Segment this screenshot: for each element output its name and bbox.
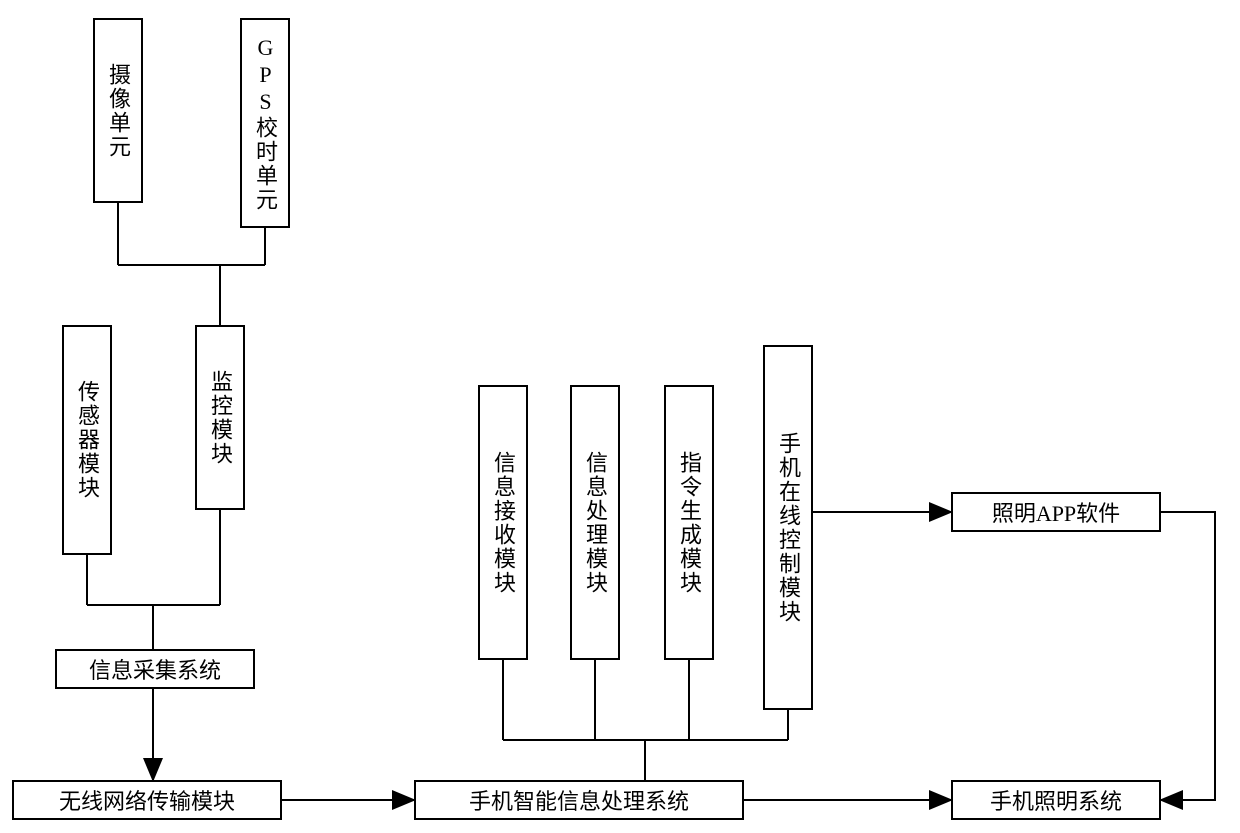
node-phone-light-sys: 手机照明系统 <box>951 780 1161 820</box>
label: GPS校时单元 <box>249 35 281 212</box>
node-monitor-module: 监控模块 <box>195 325 245 510</box>
node-app-software: 照明APP软件 <box>951 492 1161 532</box>
node-phone-info-sys: 手机智能信息处理系统 <box>414 780 744 820</box>
label: 照明APP软件 <box>992 496 1120 528</box>
label: 手机在线控制模块 <box>772 432 804 624</box>
connectors-svg <box>0 0 1240 833</box>
label: 信息处理模块 <box>579 451 611 595</box>
label: 指令生成模块 <box>673 451 705 595</box>
label: 传感器模块 <box>71 380 103 500</box>
node-sensor-module: 传感器模块 <box>62 325 112 555</box>
label: 无线网络传输模块 <box>59 784 235 816</box>
node-info-collect: 信息采集系统 <box>55 649 255 689</box>
label: 信息采集系统 <box>89 653 221 685</box>
node-info-process: 信息处理模块 <box>570 385 620 660</box>
node-wireless-module: 无线网络传输模块 <box>12 780 282 820</box>
node-info-receive: 信息接收模块 <box>478 385 528 660</box>
node-camera-unit: 摄像单元 <box>93 18 143 203</box>
node-gps-unit: GPS校时单元 <box>240 18 290 228</box>
label: 监控模块 <box>204 370 236 466</box>
node-cmd-gen: 指令生成模块 <box>664 385 714 660</box>
label: 信息接收模块 <box>487 451 519 595</box>
label: 手机照明系统 <box>990 784 1122 816</box>
node-phone-online-ctrl: 手机在线控制模块 <box>763 345 813 710</box>
label: 摄像单元 <box>102 63 134 159</box>
label: 手机智能信息处理系统 <box>469 784 689 816</box>
